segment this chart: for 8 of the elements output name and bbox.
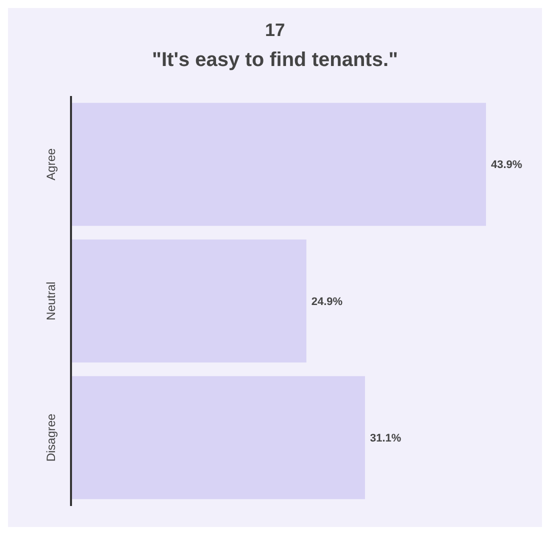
- chart-title: 17: [264, 19, 286, 41]
- y-tick-label: Disagree: [44, 413, 58, 462]
- data-label: 31.1%: [370, 432, 402, 445]
- data-label: 43.9%: [491, 159, 522, 172]
- y-tick-label: Neutral: [44, 282, 58, 320]
- y-tick-label: Agree: [44, 148, 58, 180]
- data-label: 24.9%: [311, 296, 343, 308]
- chart-subtitle: "It's easy to find tenants.": [151, 49, 399, 72]
